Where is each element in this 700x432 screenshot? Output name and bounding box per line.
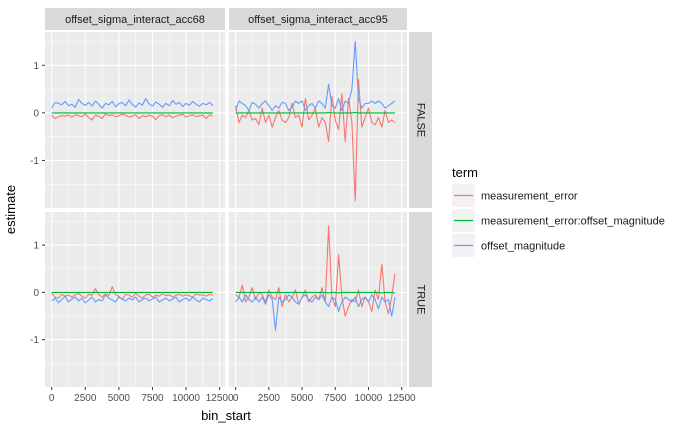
legend-entry-label: measurement_error:offset_magnitude [481, 216, 665, 228]
legend-items: measurement_error measurement_error:offse… [452, 184, 665, 257]
y-axis-title: estimate [3, 185, 18, 234]
x-axis-title: bin_start [201, 408, 251, 423]
x-tick-label: 5000 [108, 393, 131, 404]
strip-bg-row-1 [409, 32, 432, 208]
y-tick-label: -1 [30, 156, 39, 167]
strip-label-col-1: offset_sigma_interact_acc68 [65, 14, 205, 26]
x-tick-label: 10000 [355, 393, 383, 404]
y-tick-label: 1 [33, 61, 39, 72]
x-tick-label: 12500 [388, 393, 416, 404]
strip-bg-col-2 [229, 8, 407, 30]
x-tick-label: 2500 [258, 393, 281, 404]
y-tick-label: 0 [33, 108, 39, 119]
strip-bg-col-1 [45, 8, 225, 30]
panel-background [229, 32, 407, 208]
series-line-measurement-error [51, 286, 214, 301]
series-line-offset-magnitude [51, 98, 214, 109]
panel-2-1 [45, 212, 225, 387]
panel-2-2 [229, 212, 407, 387]
series-line-measurement-error-offset-magnitude [235, 291, 396, 294]
x-tick-label: 7500 [324, 393, 347, 404]
x-tick-label: 10000 [172, 393, 200, 404]
strip-label-col-2: offset_sigma_interact_acc95 [248, 14, 388, 26]
x-tick-label: 5000 [291, 393, 314, 404]
strip-label-row-true: TRUE [415, 285, 427, 315]
series-line-offset-magnitude [51, 294, 214, 304]
series-line-measurement-error-offset-magnitude [235, 111, 395, 114]
series-line-offset-magnitude [235, 40, 396, 112]
legend: term measurement_error measurement_error:… [452, 165, 665, 257]
series-line-measurement-error [51, 113, 214, 121]
series-line-offset-magnitude [235, 294, 396, 331]
y-tick-label: 1 [33, 241, 39, 252]
panel-1-1 [45, 32, 225, 208]
y-tick-label: -1 [30, 335, 39, 346]
x-tick-label: 0 [49, 393, 55, 404]
legend-title: term [452, 165, 478, 180]
strip-bg-row-2 [409, 212, 432, 387]
x-tick-label: 7500 [141, 393, 164, 404]
y-tick-label: 0 [33, 288, 39, 299]
legend-entry-label: measurement_error [481, 191, 578, 203]
panel-1-2 [229, 32, 407, 208]
x-tick-label: 12500 [206, 393, 234, 404]
x-tick-label: 2500 [74, 393, 97, 404]
x-tick-label: 0 [233, 393, 239, 404]
strip-label-row-false: FALSE [415, 103, 427, 137]
legend-entry-label: offset_magnitude [481, 241, 565, 253]
panel-background [45, 32, 225, 208]
